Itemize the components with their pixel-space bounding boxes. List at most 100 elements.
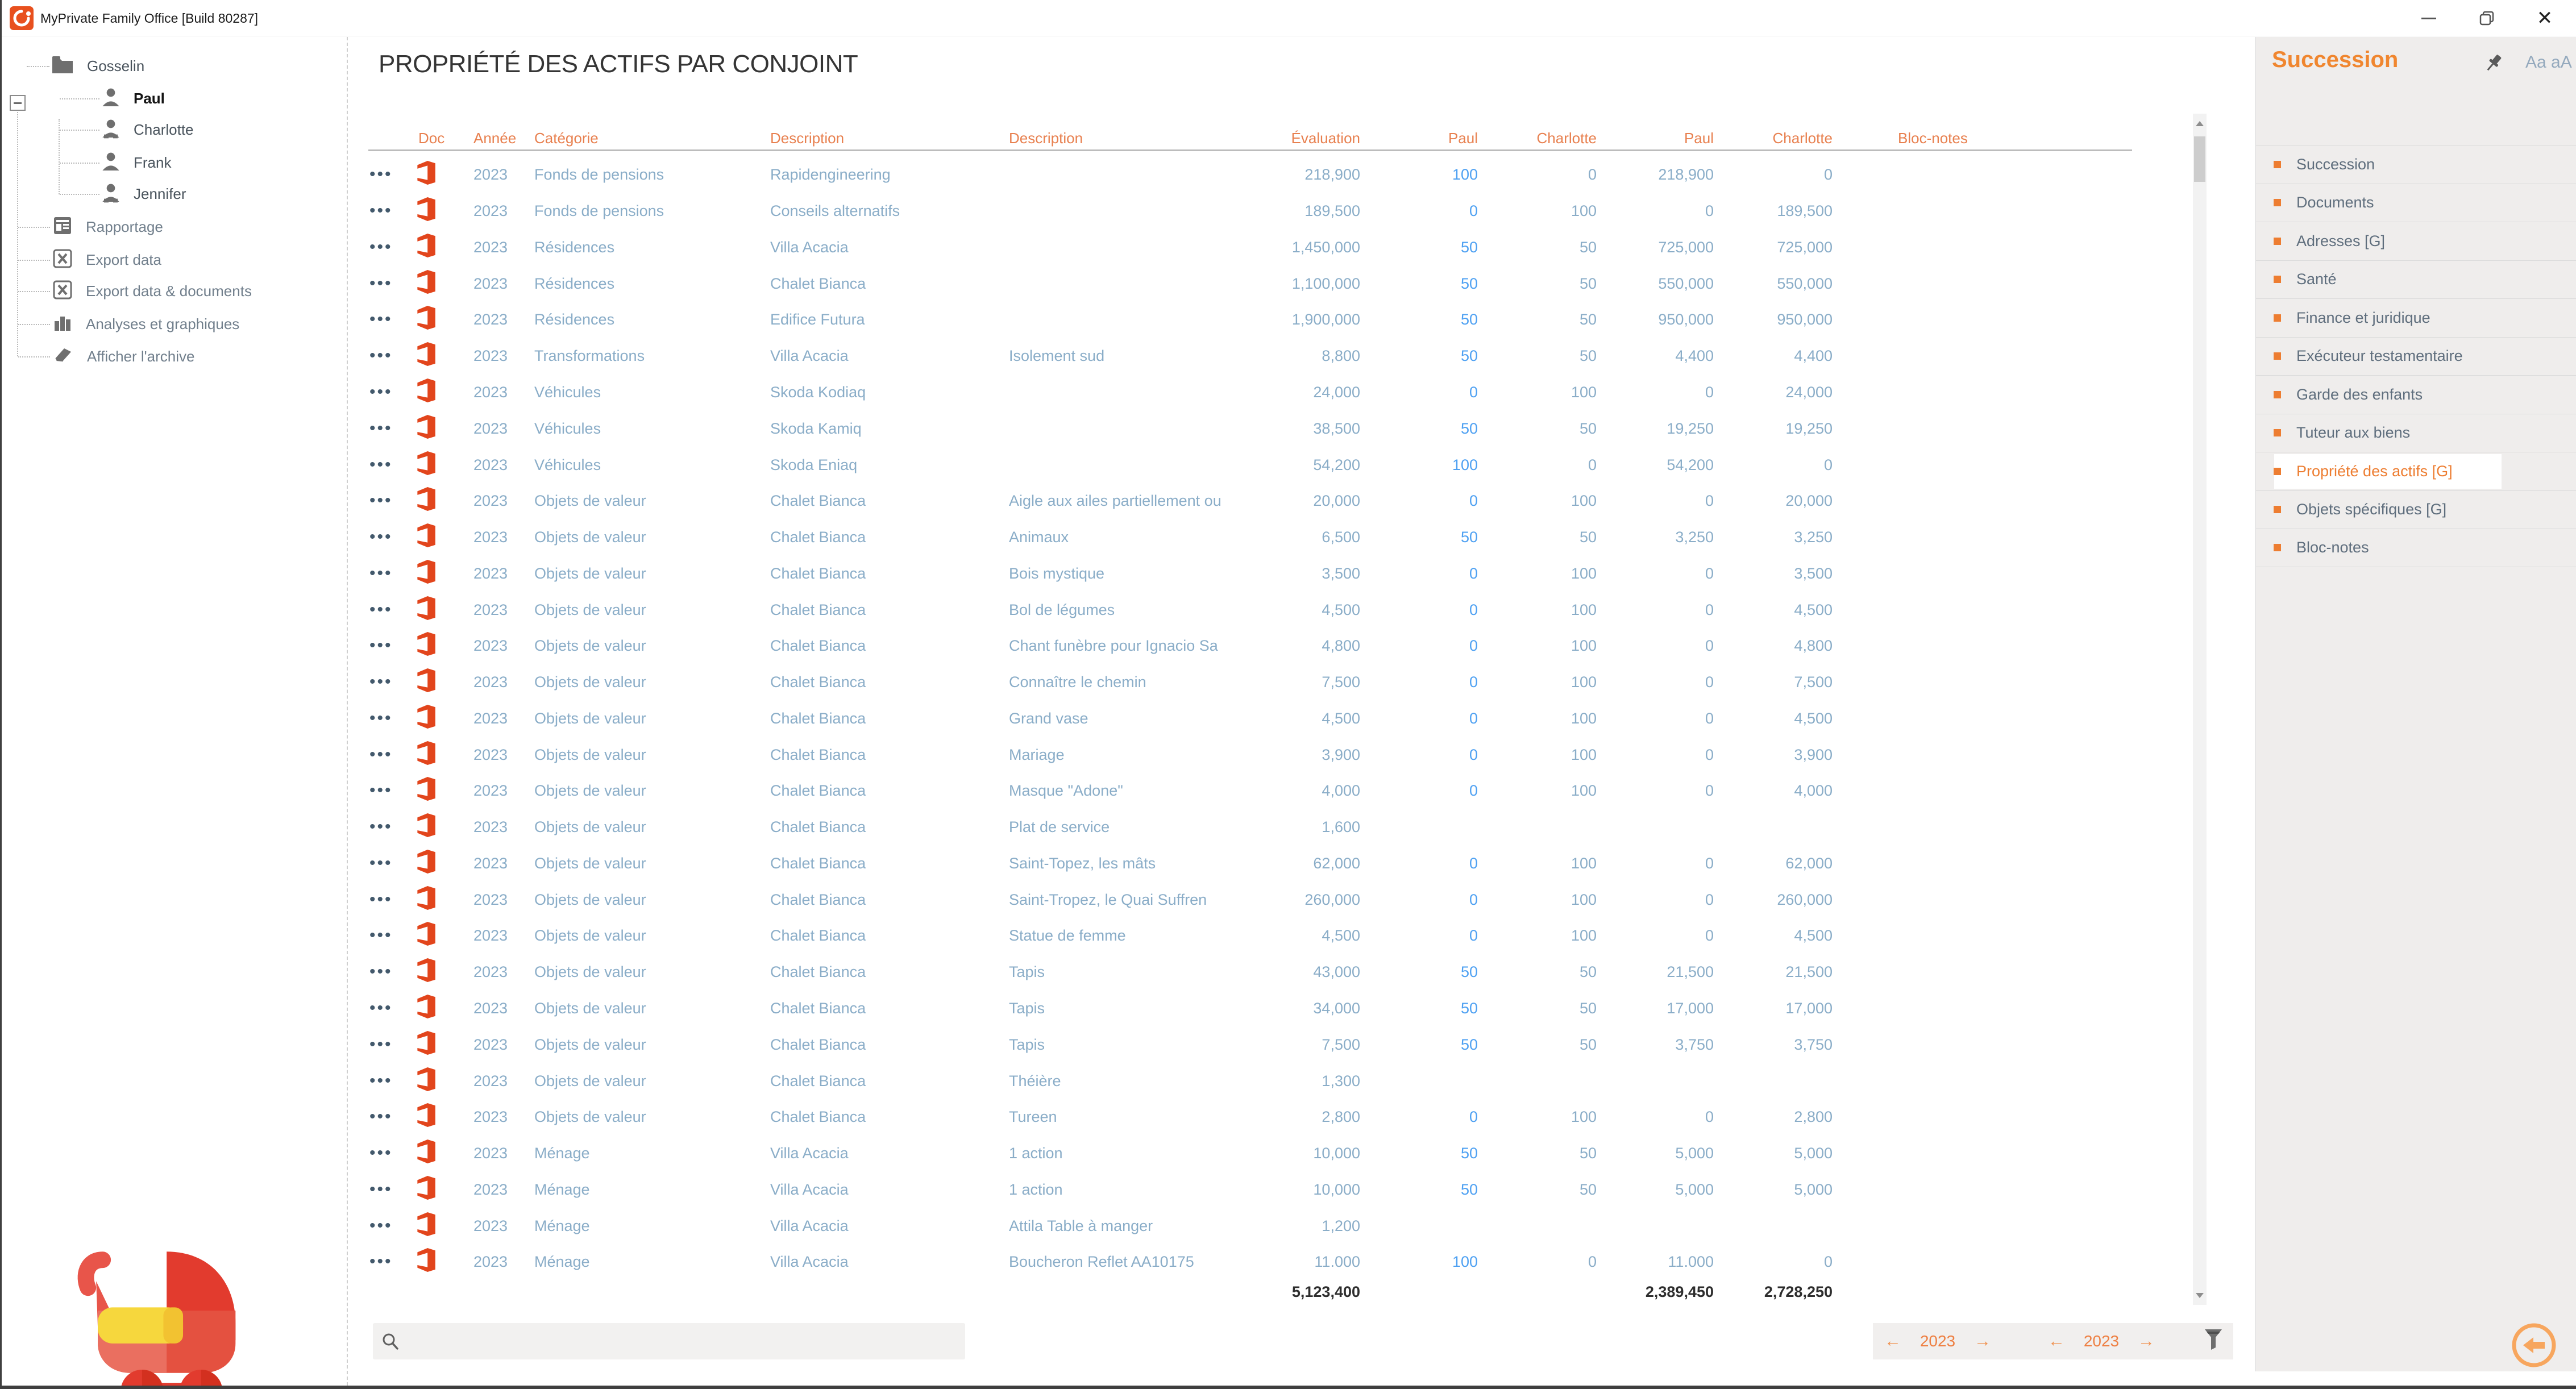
table-row[interactable]: ••• 2023 Ménage Villa Acacia Attila Tabl… <box>368 1208 2132 1244</box>
header-description2[interactable]: Description <box>1009 129 1083 147</box>
scroll-down-button[interactable] <box>2193 1286 2207 1305</box>
cell-paul-percent[interactable]: 0 <box>1469 564 1478 582</box>
table-row[interactable]: ••• 2023 Objets de valeur Chalet Bianca … <box>368 555 2132 592</box>
cell-paul-percent[interactable]: 50 <box>1460 347 1478 365</box>
scroll-up-button[interactable] <box>2193 114 2207 133</box>
cell-paul-percent[interactable]: 0 <box>1469 601 1478 618</box>
cell-paul-percent[interactable]: 50 <box>1460 999 1478 1017</box>
document-office-icon[interactable] <box>402 596 473 624</box>
cell-paul-percent[interactable]: 0 <box>1469 1108 1478 1126</box>
document-office-icon[interactable] <box>402 559 473 588</box>
cell-paul-percent[interactable]: 0 <box>1469 637 1478 655</box>
row-actions-button[interactable]: ••• <box>368 347 402 365</box>
table-row[interactable]: ••• 2023 Fonds de pensions Rapidengineer… <box>368 157 2132 193</box>
document-office-icon[interactable] <box>402 777 473 805</box>
scrollbar-thumb[interactable] <box>2194 136 2205 182</box>
header-paul-percent[interactable]: Paul <box>1448 129 1478 147</box>
cell-paul-percent[interactable]: 50 <box>1460 238 1478 256</box>
document-office-icon[interactable] <box>402 414 473 443</box>
tree-item-afficher-archive[interactable]: Afficher l'archive <box>53 344 194 369</box>
header-annee[interactable]: Année <box>473 129 517 147</box>
document-office-icon[interactable] <box>402 342 473 370</box>
sidebar-item-sante[interactable]: Santé <box>2256 260 2576 299</box>
tree-item-gosselin[interactable]: Gosselin <box>52 53 144 78</box>
table-row[interactable]: ••• 2023 Objets de valeur Chalet Bianca … <box>368 773 2132 809</box>
back-button[interactable] <box>2509 1321 2558 1370</box>
row-actions-button[interactable]: ••• <box>368 456 402 474</box>
document-office-icon[interactable] <box>402 741 473 769</box>
table-row[interactable]: ••• 2023 Objets de valeur Chalet Bianca … <box>368 483 2132 519</box>
document-office-icon[interactable] <box>402 1103 473 1131</box>
prev-year-to-button[interactable]: ← <box>2048 1332 2065 1350</box>
table-row[interactable]: ••• 2023 Objets de valeur Chalet Bianca … <box>368 846 2132 882</box>
minimize-button[interactable] <box>2402 0 2455 36</box>
row-actions-button[interactable]: ••• <box>368 419 402 438</box>
search-input[interactable] <box>373 1323 965 1359</box>
header-evaluation[interactable]: Évaluation <box>1291 129 1360 147</box>
tree-item-analyses[interactable]: Analyses et graphiques <box>53 311 239 336</box>
row-actions-button[interactable]: ••• <box>368 963 402 981</box>
sidebar-item-propriete-des-actifs[interactable]: Propriété des actifs [G] <box>2256 452 2576 490</box>
document-office-icon[interactable] <box>402 1248 473 1276</box>
table-row[interactable]: ••• 2023 Objets de valeur Chalet Bianca … <box>368 737 2132 773</box>
row-actions-button[interactable]: ••• <box>368 1217 402 1235</box>
header-paul-amount[interactable]: Paul <box>1684 129 1714 147</box>
table-row[interactable]: ••• 2023 Fonds de pensions Conseils alte… <box>368 193 2132 230</box>
sidebar-item-documents[interactable]: Documents <box>2256 183 2576 222</box>
document-office-icon[interactable] <box>402 813 473 841</box>
document-office-icon[interactable] <box>402 378 473 406</box>
row-actions-button[interactable]: ••• <box>368 1072 402 1090</box>
sidebar-item-succession[interactable]: Succession <box>2256 145 2576 184</box>
pin-icon[interactable] <box>2481 51 2506 78</box>
cell-paul-percent[interactable]: 0 <box>1469 891 1478 908</box>
table-row[interactable]: ••• 2023 Transformations Villa Acacia Is… <box>368 338 2132 375</box>
table-scrollbar[interactable] <box>2193 114 2207 1305</box>
document-office-icon[interactable] <box>402 197 473 225</box>
close-button[interactable]: ✕ <box>2518 0 2571 36</box>
table-row[interactable]: ••• 2023 Objets de valeur Chalet Bianca … <box>368 991 2132 1027</box>
row-actions-button[interactable]: ••• <box>368 673 402 691</box>
tree-item-export-data[interactable]: Export data <box>53 247 161 272</box>
table-row[interactable]: ••• 2023 Véhicules Skoda Eniaq 54,200 10… <box>368 447 2132 483</box>
tree-item-rapportage[interactable]: Rapportage <box>53 214 163 239</box>
header-description1[interactable]: Description <box>770 129 845 147</box>
row-actions-button[interactable]: ••• <box>368 564 402 583</box>
table-row[interactable]: ••• 2023 Véhicules Skoda Kodiaq 24,000 0… <box>368 375 2132 411</box>
table-row[interactable]: ••• 2023 Ménage Villa Acacia 1 action 10… <box>368 1171 2132 1208</box>
sidebar-item-executeur-testamentaire[interactable]: Exécuteur testamentaire <box>2256 336 2576 376</box>
row-actions-button[interactable]: ••• <box>368 637 402 655</box>
document-office-icon[interactable] <box>402 958 473 986</box>
cell-paul-percent[interactable]: 50 <box>1460 275 1478 292</box>
cell-paul-percent[interactable]: 0 <box>1469 782 1478 800</box>
row-actions-button[interactable]: ••• <box>368 1253 402 1271</box>
cell-paul-percent[interactable]: 0 <box>1469 202 1478 220</box>
row-actions-button[interactable]: ••• <box>368 818 402 836</box>
row-actions-button[interactable]: ••• <box>368 383 402 401</box>
document-office-icon[interactable] <box>402 306 473 334</box>
tree-item-jennifer[interactable]: Jennifer <box>102 181 186 206</box>
row-actions-button[interactable]: ••• <box>368 746 402 764</box>
document-office-icon[interactable] <box>402 704 473 733</box>
cell-paul-percent[interactable]: 0 <box>1469 709 1478 727</box>
table-row[interactable]: ••• 2023 Objets de valeur Chalet Bianca … <box>368 700 2132 737</box>
document-office-icon[interactable] <box>402 994 473 1022</box>
cell-paul-percent[interactable]: 100 <box>1452 456 1478 473</box>
header-doc[interactable]: Doc <box>418 129 445 147</box>
row-actions-button[interactable]: ••• <box>368 1145 402 1162</box>
document-office-icon[interactable] <box>402 233 473 261</box>
table-row[interactable]: ••• 2023 Objets de valeur Chalet Bianca … <box>368 1026 2132 1063</box>
filter-button[interactable] <box>2204 1328 2223 1355</box>
cell-paul-percent[interactable]: 100 <box>1452 1253 1478 1271</box>
header-charlotte-percent[interactable]: Charlotte <box>1536 129 1597 147</box>
cell-paul-percent[interactable]: 0 <box>1469 927 1478 945</box>
tree-item-frank[interactable]: Frank <box>102 150 171 175</box>
restore-button[interactable] <box>2460 0 2513 36</box>
sidebar-item-objets-specifiques[interactable]: Objets spécifiques [G] <box>2256 490 2576 529</box>
table-row[interactable]: ••• 2023 Objets de valeur Chalet Bianca … <box>368 1063 2132 1099</box>
header-categorie[interactable]: Catégorie <box>534 129 599 147</box>
sidebar-item-adresses[interactable]: Adresses [G] <box>2256 222 2576 260</box>
document-office-icon[interactable] <box>402 487 473 515</box>
row-actions-button[interactable]: ••• <box>368 601 402 619</box>
table-row[interactable]: ••• 2023 Objets de valeur Chalet Bianca … <box>368 1099 2132 1136</box>
document-office-icon[interactable] <box>402 668 473 696</box>
